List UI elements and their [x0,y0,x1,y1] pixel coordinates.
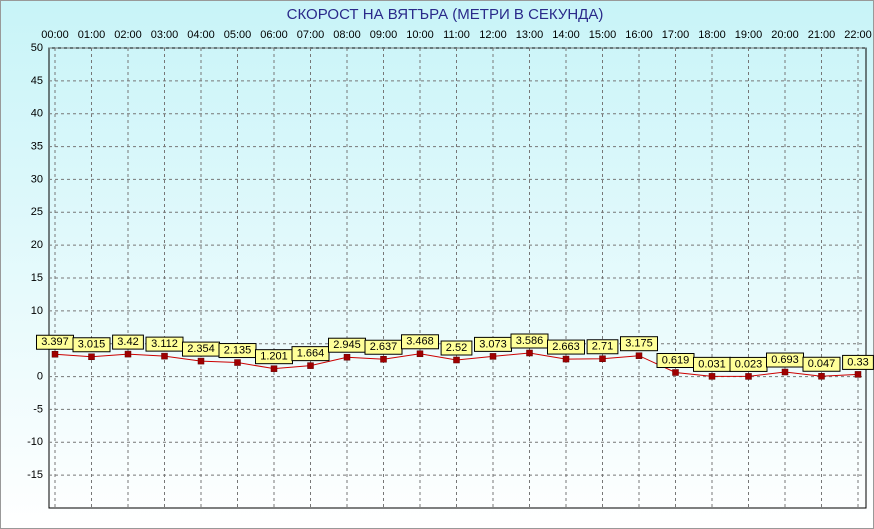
value-label: 0.047 [808,358,836,370]
value-label: 2.52 [446,342,467,354]
y-tick-label: -10 [27,436,43,448]
value-label: 3.175 [625,338,653,350]
marker [380,355,387,363]
marker [562,355,570,363]
marker [489,353,497,360]
value-label-box [547,339,585,355]
x-tick-label: 07:00 [297,29,325,41]
y-tick-label: 0 [37,370,43,382]
value-label: 3.468 [406,336,434,348]
x-tick-label: 12:00 [479,29,507,41]
x-tick-label: 11:00 [443,29,470,41]
marker [161,352,168,360]
value-label: 3.586 [516,335,544,347]
marker [343,353,351,361]
value-label: 3.42 [117,336,138,348]
x-tick-label: 03:00 [151,29,179,41]
x-tick-label: 19:00 [735,29,763,41]
value-label-box [291,346,330,362]
value-label-box [72,337,111,353]
x-tick-label: 22:00 [844,29,872,41]
value-label-box [842,354,874,370]
value-label-box [112,334,144,350]
value-label-box [440,340,473,356]
marker [453,356,460,364]
y-tick-label: 10 [31,305,43,317]
x-tick-label: 21:00 [808,29,836,41]
value-label: 2.135 [224,344,252,356]
value-label-box [401,334,439,350]
value-label: 0.619 [662,354,690,366]
marker [854,371,862,378]
value-label: 2.71 [592,341,613,353]
x-tick-label: 16:00 [625,29,653,41]
x-tick-label: 04:00 [187,29,215,41]
y-tick-label: -5 [33,403,43,415]
marker [745,373,752,380]
marker [234,359,241,366]
marker [124,350,132,358]
x-tick-label: 13:00 [516,29,544,41]
marker [599,355,606,363]
marker [708,373,716,380]
x-tick-label: 06:00 [260,29,288,41]
value-label: 3.112 [151,338,178,350]
value-label-box [620,336,658,352]
y-tick-label: -15 [27,469,43,481]
chart-title: СКОРОСТ НА ВЯТЪРА (МЕТРИ В СЕКУНДА) [287,6,604,23]
y-tick-label: 20 [31,239,43,251]
x-tick-label: 17:00 [662,29,690,41]
value-label: 2.663 [552,341,580,353]
marker [781,368,789,376]
x-tick-label: 08:00 [333,29,361,41]
marker [672,369,679,376]
y-tick-label: 30 [31,173,43,185]
x-tick-label: 05:00 [224,29,252,41]
value-label-box [586,339,619,355]
y-tick-label: 50 [31,42,43,54]
x-tick-label: 00:00 [41,29,69,41]
marker [526,349,533,357]
value-label: 3.397 [41,336,69,348]
marker [270,365,278,372]
marker [635,352,643,359]
x-tick-label: 20:00 [771,29,799,41]
x-tick-label: 14:00 [552,29,580,41]
value-label: 0.031 [698,358,726,370]
value-label: 2.945 [333,339,361,351]
value-label: 3.015 [78,339,106,351]
x-tick-label: 01:00 [78,29,106,41]
value-label: 0.023 [735,358,763,370]
value-label: 1.664 [297,348,325,360]
x-tick-label: 15:00 [589,29,617,41]
marker [307,362,314,369]
y-tick-label: 15 [31,272,43,284]
value-label-box [802,356,841,372]
y-tick-label: 35 [31,140,43,152]
marker [818,373,825,380]
marker [88,353,95,361]
y-tick-label: 40 [31,108,43,120]
marker [416,350,424,358]
x-tick-label: 10:00 [406,29,434,41]
x-tick-label: 09:00 [370,29,398,41]
marker [197,357,205,365]
value-label: 0.33 [847,356,868,368]
x-tick-label: 02:00 [114,29,142,41]
value-label: 1.201 [260,351,288,363]
y-tick-label: 45 [31,75,43,87]
value-label: 0.693 [771,354,799,366]
x-tick-label: 18:00 [698,29,726,41]
marker [51,350,59,358]
y-tick-label: 25 [31,206,43,218]
value-label: 3.073 [479,338,507,350]
value-label: 2.354 [187,343,215,355]
value-label: 2.637 [370,341,398,353]
